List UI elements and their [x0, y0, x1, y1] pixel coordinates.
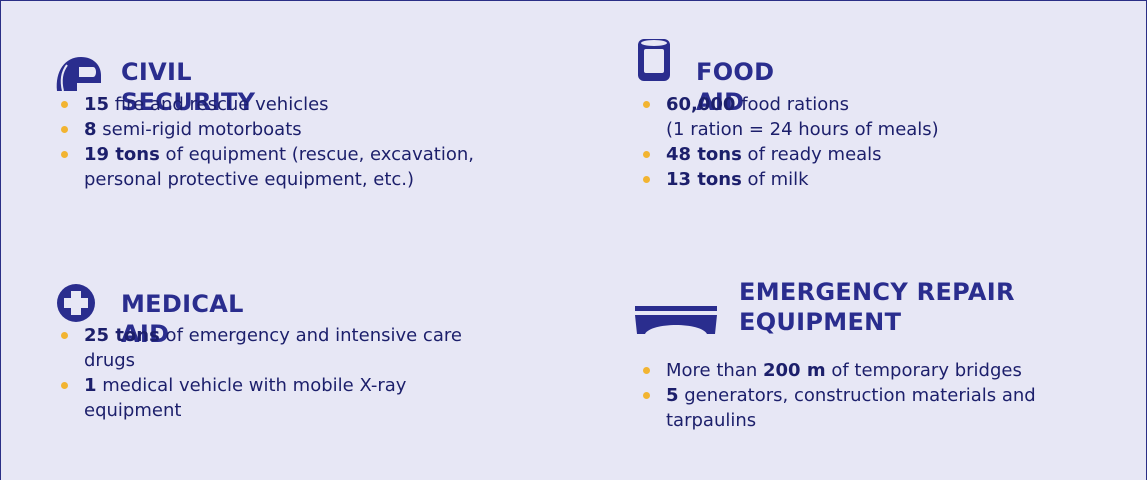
bullet-item: 5 generators, construction materials and… [641, 383, 1111, 433]
bold-figure: 15 [84, 94, 110, 115]
bullet-item: 19 tons of equipment (rescue, excavation… [59, 142, 479, 192]
bold-figure: 200 m [762, 360, 826, 381]
can-icon [638, 39, 670, 81]
item-text: of equipment (rescue, excavation, person… [84, 144, 474, 190]
medical-icon [57, 284, 95, 322]
item-text: of emergency and intensive care drugs [84, 325, 462, 371]
section-title: EMERGENCY REPAIR EQUIPMENT [739, 278, 1015, 336]
bold-figure: 13 tons [666, 169, 742, 190]
item-list: 60,000 food rations (1 ration = 24 hours … [641, 92, 1101, 192]
item-text: of milk [741, 169, 809, 190]
item-text: of ready meals [741, 144, 882, 165]
bridge-icon [635, 306, 717, 334]
bold-figure: 8 [84, 119, 97, 140]
bullet-item: 15 fire and rescue vehicles [59, 92, 479, 117]
item-text: of temporary bridges [825, 360, 1022, 381]
helmet-icon [56, 57, 101, 92]
item-list: More than 200 m of temporary bridges 5 ge… [641, 358, 1111, 433]
bullet-item: 60,000 food rations (1 ration = 24 hours … [641, 92, 1101, 142]
item-list: 15 fire and rescue vehicles 8 semi-rigid … [59, 92, 479, 192]
item-text: fire and rescue vehicles [109, 94, 329, 115]
bullet-item: More than 200 m of temporary bridges [641, 358, 1111, 383]
item-text: medical vehicle with mobile X-ray equipm… [84, 375, 407, 421]
bold-figure: 5 [666, 385, 679, 406]
bullet-item: 48 tons of ready meals [641, 142, 1101, 167]
section-title: FOOD AID [696, 58, 775, 116]
bold-figure: 25 tons [84, 325, 160, 346]
item-text: food rations [735, 94, 849, 115]
section-title: MEDICAL AID [121, 290, 244, 348]
item-list: 25 tons of emergency and intensive care … [59, 323, 499, 423]
bold-figure: 1 [84, 375, 97, 396]
bullet-item: 1 medical vehicle with mobile X-ray equi… [59, 373, 499, 423]
section-title: CIVIL SECURITY [121, 58, 256, 116]
bullet-item: 13 tons of milk [641, 167, 1101, 192]
bold-figure: 19 tons [84, 144, 160, 165]
item-text: semi-rigid motorboats [96, 119, 302, 140]
item-text: (1 ration = 24 hours of meals) [666, 119, 939, 140]
bullet-item: 8 semi-rigid motorboats [59, 117, 479, 142]
item-text: generators, construction materials and t… [666, 385, 1036, 431]
bullet-item: 25 tons of emergency and intensive care … [59, 323, 499, 373]
bold-figure: 60,000 [666, 94, 736, 115]
item-text: More than [666, 360, 763, 381]
bold-figure: 48 tons [666, 144, 742, 165]
